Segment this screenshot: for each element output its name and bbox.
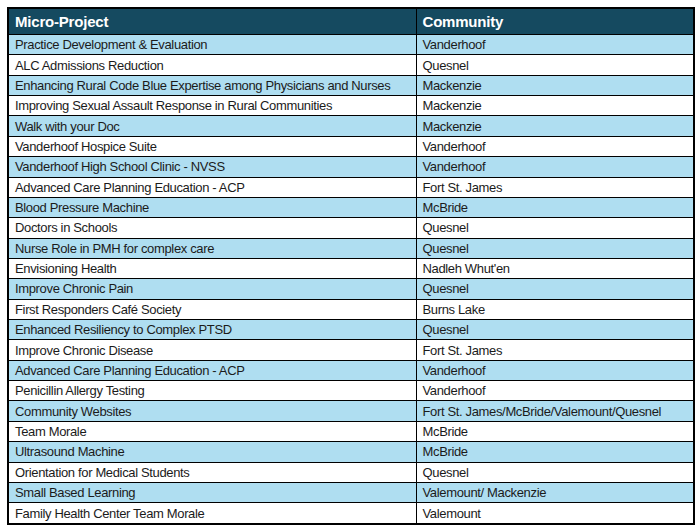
- community-cell: Quesnel: [416, 462, 694, 482]
- community-cell: McBride: [416, 421, 694, 441]
- project-cell: Family Health Center Team Morale: [8, 503, 416, 524]
- project-cell: Vanderhoof Hospice Suite: [8, 136, 416, 156]
- project-cell: Enhancing Rural Code Blue Expertise amon…: [8, 75, 416, 95]
- project-cell: ALC Admissions Reduction: [8, 55, 416, 75]
- community-cell: Fort St. James/McBride/Valemount/Quesnel: [416, 401, 694, 421]
- community-cell: Fort St. James: [416, 177, 694, 197]
- project-cell: Nurse Role in PMH for complex care: [8, 238, 416, 258]
- header-row: Micro-Project Community: [8, 8, 694, 35]
- community-cell: Mackenzie: [416, 116, 694, 136]
- project-cell: Practice Development & Evaluation: [8, 35, 416, 55]
- table-row: ALC Admissions Reduction Quesnel: [8, 55, 694, 75]
- project-cell: Walk with your Doc: [8, 116, 416, 136]
- community-cell: Quesnel: [416, 238, 694, 258]
- column-header-micro-project: Micro-Project: [8, 8, 416, 35]
- table-row: Enhancing Rural Code Blue Expertise amon…: [8, 75, 694, 95]
- table-row: Vanderhoof High School Clinic - NVSS Van…: [8, 157, 694, 177]
- community-cell: Mackenzie: [416, 96, 694, 116]
- community-cell: Quesnel: [416, 320, 694, 340]
- community-cell: Vanderhoof: [416, 381, 694, 401]
- community-cell: Quesnel: [416, 55, 694, 75]
- table-row: Ultrasound Machine McBride: [8, 442, 694, 462]
- table-row: Community Websites Fort St. James/McBrid…: [8, 401, 694, 421]
- table-row: Improve Chronic Disease Fort St. James: [8, 340, 694, 360]
- project-cell: Small Based Learning: [8, 482, 416, 502]
- table-row: Practice Development & Evaluation Vander…: [8, 35, 694, 55]
- table-row: Penicillin Allergy Testing Vanderhoof: [8, 381, 694, 401]
- table-row: Vanderhoof Hospice Suite Vanderhoof: [8, 136, 694, 156]
- table-row: Envisioning Health Nadleh Whut'en: [8, 258, 694, 278]
- project-cell: Team Morale: [8, 421, 416, 441]
- table-row: Team Morale McBride: [8, 421, 694, 441]
- project-cell: Ultrasound Machine: [8, 442, 416, 462]
- community-cell: Vanderhoof: [416, 136, 694, 156]
- column-header-community: Community: [416, 8, 694, 35]
- project-cell: Improve Chronic Disease: [8, 340, 416, 360]
- community-cell: Vanderhoof: [416, 35, 694, 55]
- table-row: Orientation for Medical Students Quesnel: [8, 462, 694, 482]
- community-cell: Fort St. James: [416, 340, 694, 360]
- table-row: Enhanced Resiliency to Complex PTSD Ques…: [8, 320, 694, 340]
- table-row: Doctors in Schools Quesnel: [8, 218, 694, 238]
- project-cell: Improve Chronic Pain: [8, 279, 416, 299]
- community-cell: Vanderhoof: [416, 360, 694, 380]
- project-cell: Enhanced Resiliency to Complex PTSD: [8, 320, 416, 340]
- table-row: Improving Sexual Assault Response in Rur…: [8, 96, 694, 116]
- community-cell: Valemount: [416, 503, 694, 524]
- project-cell: Advanced Care Planning Education - ACP: [8, 177, 416, 197]
- table-body: Practice Development & Evaluation Vander…: [8, 35, 694, 525]
- community-cell: McBride: [416, 197, 694, 217]
- community-cell: Mackenzie: [416, 75, 694, 95]
- community-cell: Valemount/ Mackenzie: [416, 482, 694, 502]
- table-row: Small Based Learning Valemount/ Mackenzi…: [8, 482, 694, 502]
- project-cell: Improving Sexual Assault Response in Rur…: [8, 96, 416, 116]
- table-row: Family Health Center Team Morale Valemou…: [8, 503, 694, 524]
- project-cell: Doctors in Schools: [8, 218, 416, 238]
- community-cell: Quesnel: [416, 218, 694, 238]
- table-row: Improve Chronic Pain Quesnel: [8, 279, 694, 299]
- table-row: Nurse Role in PMH for complex care Quesn…: [8, 238, 694, 258]
- community-cell: Burns Lake: [416, 299, 694, 319]
- project-cell: Vanderhoof High School Clinic - NVSS: [8, 157, 416, 177]
- table-row: First Responders Café Society Burns Lake: [8, 299, 694, 319]
- community-cell: Vanderhoof: [416, 157, 694, 177]
- project-cell: Advanced Care Planning Education - ACP: [8, 360, 416, 380]
- page: Micro-Project Community Practice Develop…: [0, 0, 700, 532]
- table-row: Advanced Care Planning Education - ACP F…: [8, 177, 694, 197]
- project-cell: First Responders Café Society: [8, 299, 416, 319]
- project-cell: Envisioning Health: [8, 258, 416, 278]
- community-cell: Nadleh Whut'en: [416, 258, 694, 278]
- table-row: Walk with your Doc Mackenzie: [8, 116, 694, 136]
- table-row: Blood Pressure Machine McBride: [8, 197, 694, 217]
- table-header: Micro-Project Community: [8, 8, 694, 35]
- project-cell: Community Websites: [8, 401, 416, 421]
- project-cell: Penicillin Allergy Testing: [8, 381, 416, 401]
- micro-project-table: Micro-Project Community Practice Develop…: [7, 7, 695, 525]
- community-cell: Quesnel: [416, 279, 694, 299]
- project-cell: Orientation for Medical Students: [8, 462, 416, 482]
- project-cell: Blood Pressure Machine: [8, 197, 416, 217]
- table-row: Advanced Care Planning Education - ACP V…: [8, 360, 694, 380]
- community-cell: McBride: [416, 442, 694, 462]
